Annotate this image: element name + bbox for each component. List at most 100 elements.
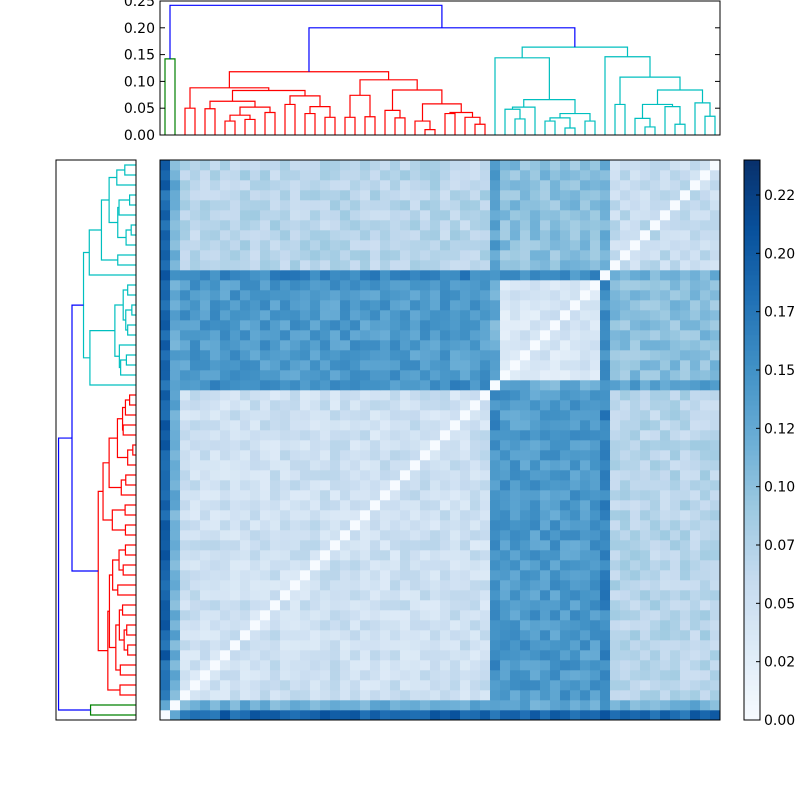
heatmap-cell [590, 240, 601, 251]
heatmap-cell [370, 300, 381, 311]
heatmap-cell [200, 650, 211, 661]
heatmap-cell [580, 570, 591, 581]
heatmap-cell [550, 330, 561, 341]
heatmap-cell [370, 350, 381, 361]
heatmap-cell [380, 360, 391, 371]
heatmap-cell [220, 200, 231, 211]
heatmap-cell [240, 320, 251, 331]
heatmap-cell [270, 610, 281, 621]
heatmap-cell [280, 710, 291, 721]
heatmap-cell [710, 600, 721, 611]
colorbar-swatch [744, 590, 760, 596]
heatmap-cell [270, 220, 281, 231]
heatmap-cell [590, 420, 601, 431]
heatmap-cell [710, 480, 721, 491]
heatmap-cell [600, 470, 611, 481]
heatmap-cell [220, 530, 231, 541]
heatmap-cell [290, 310, 301, 321]
heatmap-cell [630, 250, 641, 261]
heatmap-cell [460, 470, 471, 481]
heatmap-cell [550, 200, 561, 211]
heatmap-cell [490, 440, 501, 451]
heatmap-cell [160, 270, 171, 281]
heatmap-cell [640, 170, 651, 181]
heatmap-cell [290, 320, 301, 331]
heatmap-cell [440, 700, 451, 711]
heatmap-cell [220, 250, 231, 261]
heatmap-cell [490, 230, 501, 241]
heatmap-cell [530, 200, 541, 211]
heatmap-cell [220, 640, 231, 651]
heatmap-cell [530, 440, 541, 451]
heatmap-cell [590, 230, 601, 241]
dendrogram-link [71, 304, 99, 572]
heatmap-cell [550, 700, 561, 711]
heatmap-cell [660, 520, 671, 531]
heatmap-cell [220, 420, 231, 431]
heatmap-cell [600, 350, 611, 361]
heatmap-cell [180, 370, 191, 381]
colorbar-swatch [744, 510, 760, 516]
heatmap-cell [170, 690, 181, 701]
heatmap-cell [590, 300, 601, 311]
heatmap-cell [630, 700, 641, 711]
heatmap-cell [230, 180, 241, 191]
heatmap-cell [340, 220, 351, 231]
heatmap-cell [610, 210, 621, 221]
heatmap-cell [360, 500, 371, 511]
heatmap-cell [170, 280, 181, 291]
heatmap-cell [610, 490, 621, 501]
heatmap-cell [290, 550, 301, 561]
heatmap-cell [400, 360, 411, 371]
heatmap-cell [620, 690, 631, 701]
heatmap-cell [500, 570, 511, 581]
heatmap-cell [330, 180, 341, 191]
heatmap-cell [390, 370, 401, 381]
heatmap-cell [230, 500, 241, 511]
heatmap-cell [270, 600, 281, 611]
heatmap-cell [490, 330, 501, 341]
heatmap-cell [350, 660, 361, 671]
heatmap-cell [200, 410, 211, 421]
heatmap-cell [600, 690, 611, 701]
heatmap-cell [300, 250, 311, 261]
heatmap-cell [200, 690, 211, 701]
heatmap-cell [710, 470, 721, 481]
heatmap-cell [520, 320, 531, 331]
heatmap-cell [570, 390, 581, 401]
heatmap-cell [470, 640, 481, 651]
heatmap-cell [610, 530, 621, 541]
heatmap-cell [470, 200, 481, 211]
heatmap-cell [600, 250, 611, 261]
heatmap-cell [680, 260, 691, 271]
heatmap-cell [690, 640, 701, 651]
heatmap-cell [220, 320, 231, 331]
heatmap-cell [650, 620, 661, 631]
heatmap-cell [160, 680, 171, 691]
heatmap-cell [440, 620, 451, 631]
heatmap-cell [600, 490, 611, 501]
heatmap-cell [180, 350, 191, 361]
heatmap-cell [670, 190, 681, 201]
heatmap-cell [580, 410, 591, 421]
heatmap-cell [230, 660, 241, 671]
heatmap-cell [550, 470, 561, 481]
heatmap-cell [270, 560, 281, 571]
heatmap-cell [340, 260, 351, 271]
heatmap-cell [430, 510, 441, 521]
heatmap-cell [230, 200, 241, 211]
heatmap-cell [630, 210, 641, 221]
heatmap-cell [250, 660, 261, 671]
heatmap-cell [620, 670, 631, 681]
heatmap-cell [610, 580, 621, 591]
heatmap-cell [230, 220, 241, 231]
heatmap-cell [430, 200, 441, 211]
heatmap-cell [560, 370, 571, 381]
colorbar-swatch [744, 710, 760, 716]
heatmap-cell [470, 590, 481, 601]
heatmap-cell [320, 630, 331, 641]
heatmap-cell [710, 240, 721, 251]
heatmap-cell [460, 300, 471, 311]
heatmap-cell [520, 430, 531, 441]
heatmap-cell [200, 580, 211, 591]
